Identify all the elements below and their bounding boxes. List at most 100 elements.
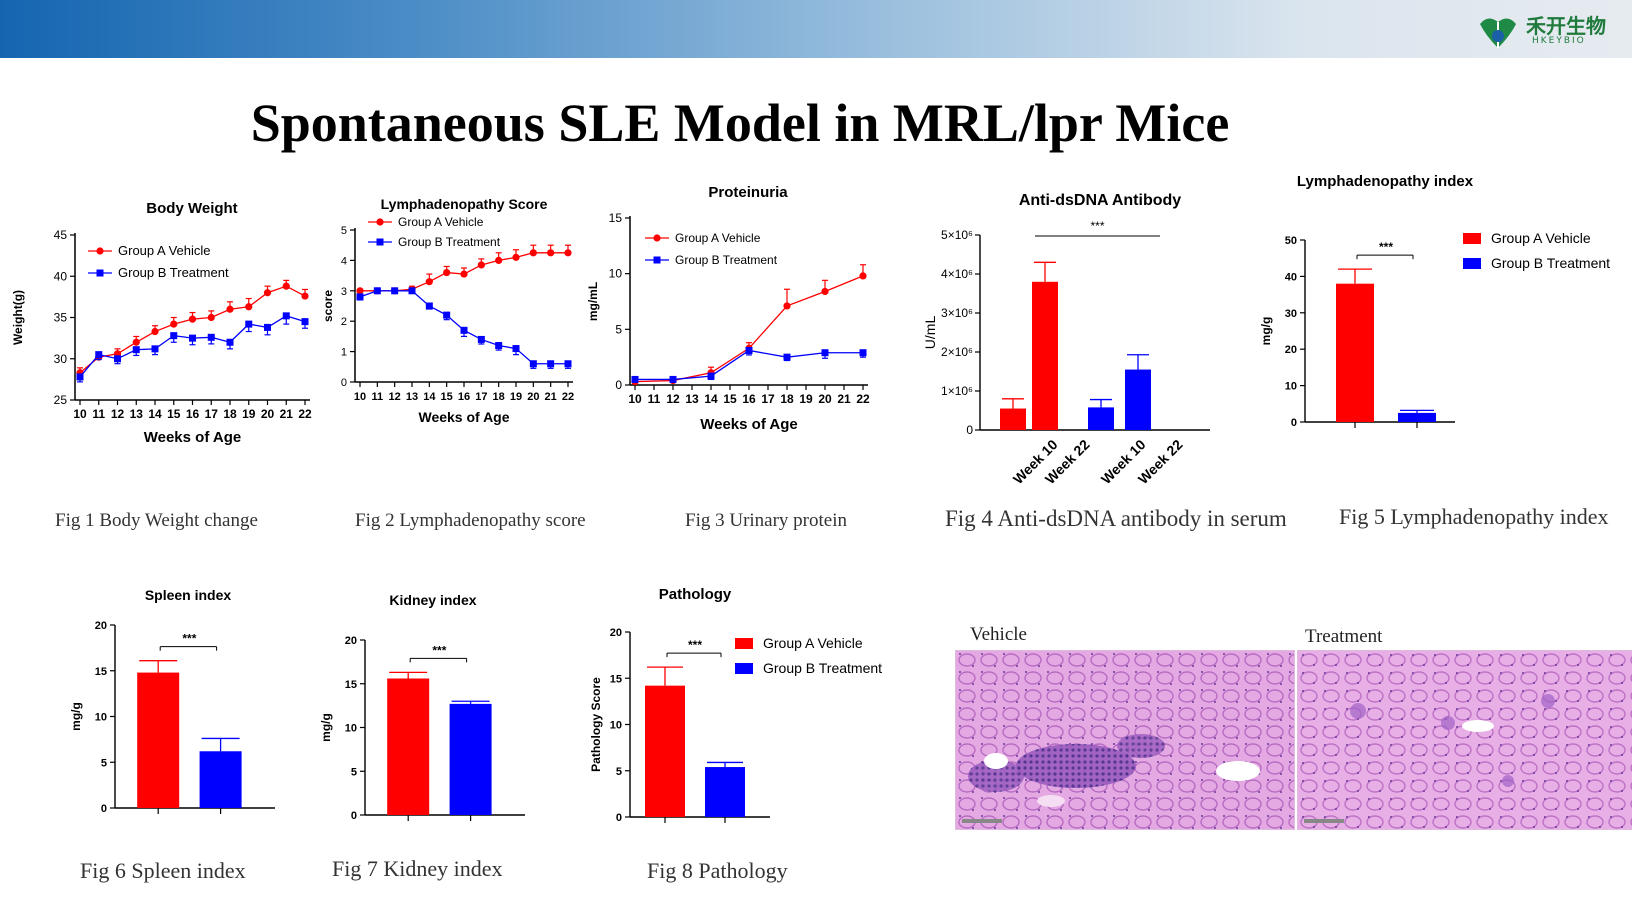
- fig3-xtick-label: 22: [856, 392, 870, 406]
- fig4-title: Anti-dsDNA Antibody: [1019, 192, 1181, 209]
- fig7-bar: [449, 703, 492, 815]
- histology-treatment-label: Treatment: [1305, 626, 1383, 647]
- fig3-point: [783, 353, 791, 361]
- fig3-point: [631, 375, 639, 383]
- fig2-point: [512, 345, 520, 353]
- fig1-point: [226, 338, 234, 346]
- fig2-ytick-label: 0: [341, 377, 347, 389]
- fig2-xlabel: Weeks of Age: [418, 409, 509, 425]
- fig1-point: [245, 320, 253, 328]
- fig6-bar: [137, 672, 180, 808]
- fig3-point: [859, 349, 867, 357]
- fig3-xtick-label: 13: [685, 392, 699, 406]
- caption-fig4: Fig 4 Anti-dsDNA antibody in serum: [945, 506, 1287, 531]
- fig2-point: [373, 287, 381, 295]
- fig1-xtick-label: 17: [205, 407, 219, 421]
- fig2-legend-label: Group A Vehicle: [398, 215, 484, 229]
- fig2-point: [460, 270, 468, 278]
- fig1-xtick-label: 12: [111, 407, 125, 421]
- fig4-bar: [1000, 408, 1026, 430]
- fig3-legend-label: Group B Treatment: [675, 253, 778, 267]
- fig1-point: [226, 305, 234, 313]
- fig4-bar: [1088, 407, 1114, 430]
- fig2-xtick-label: 18: [493, 391, 505, 403]
- fig1-ylabel: Weight(g): [11, 290, 25, 345]
- caption-fig1: Fig 1 Body Weight change: [55, 510, 258, 531]
- fig8-ytick-label: 20: [610, 627, 622, 639]
- fig3-title: Proteinuria: [708, 184, 788, 201]
- fig5-legend-marker: [1463, 258, 1481, 269]
- fig2-ytick-label: 3: [341, 286, 347, 298]
- fig1-ytick-label: 25: [54, 393, 68, 407]
- fig8-bar: [645, 685, 685, 817]
- fig7-significance-label: ***: [432, 643, 446, 657]
- fig3-ytick-label: 0: [615, 378, 622, 392]
- fig5-legend-label: Group A Vehicle: [1491, 230, 1591, 246]
- fig1-series-line: [79, 315, 306, 378]
- fig1-xlabel: Weeks of Age: [144, 429, 242, 446]
- fig1-point: [132, 338, 140, 346]
- fig3-xtick-label: 19: [799, 392, 813, 406]
- fig2-point: [477, 335, 485, 343]
- caption-fig5: Fig 5 Lymphadenopathy index: [1339, 504, 1609, 529]
- hkeybio-logo-icon: [1480, 18, 1516, 48]
- chart-fig3: Proteinuria 0 5 10 15 10 11 12 13 14 15 16 17 18 19 20 2…: [586, 184, 910, 450]
- fig3-ytick-label: 10: [609, 267, 623, 281]
- fig1-point: [95, 351, 103, 359]
- fig1-point: [263, 289, 272, 297]
- fig1-point: [151, 345, 159, 353]
- fig7-title: Kidney index: [389, 592, 476, 608]
- fig8-bar: [705, 767, 745, 817]
- fig3-xtick-label: 21: [837, 392, 851, 406]
- fig5-ytick-label: 40: [1285, 271, 1297, 283]
- fig2-xtick-label: 16: [458, 391, 470, 403]
- fig5-ytick-label: 10: [1285, 381, 1297, 393]
- fig1-xtick-label: 19: [242, 407, 256, 421]
- fig2-title: Lymphadenopathy Score: [381, 196, 548, 212]
- fig1-legend-marker: [96, 269, 104, 277]
- fig7-ytick-label: 0: [351, 810, 357, 822]
- fig3-ylabel: mg/mL: [586, 282, 600, 321]
- chart-fig2: Lymphadenopathy Score 0 1 2 3 4 5 10 11 12 13 14 15 1…: [320, 195, 610, 440]
- fig7-bar: [387, 678, 430, 815]
- histology-treatment-image: [1297, 650, 1632, 830]
- fig8-ytick-label: 15: [610, 673, 622, 685]
- fig4-ytick-label: 2×10⁶: [941, 345, 973, 359]
- fig2-ytick-label: 2: [341, 316, 347, 328]
- fig2-point: [408, 287, 416, 295]
- fig6-ytick-label: 15: [95, 666, 107, 678]
- caption-fig7: Fig 7 Kidney index: [332, 856, 503, 881]
- chart-fig8: Pathology 0 5 10 15 20 Pathology Score *** Group…: [589, 585, 930, 835]
- fig8-legend-marker: [735, 638, 753, 649]
- fig3-legend-marker: [653, 256, 661, 264]
- fig7-ytick-label: 10: [345, 723, 357, 735]
- fig3-ytick-label: 15: [609, 211, 623, 225]
- fig1-xtick-label: 15: [167, 407, 181, 421]
- fig2-xtick-label: 14: [423, 391, 436, 403]
- fig4-ytick-label: 0: [966, 423, 973, 437]
- fig1-point: [207, 333, 215, 341]
- fig4-ylabel: U/mL: [922, 316, 938, 350]
- fig1-point: [132, 346, 140, 354]
- fig1-point: [207, 313, 215, 322]
- fig3-legend-label: Group A Vehicle: [675, 231, 761, 245]
- fig8-ytick-label: 5: [616, 766, 622, 778]
- fig5-title: Lymphadenopathy index: [1297, 173, 1474, 190]
- fig3-xtick-label: 17: [761, 392, 775, 406]
- fig1-xtick-label: 14: [148, 407, 162, 421]
- fig1-xtick-label: 16: [186, 407, 200, 421]
- fig1-point: [245, 303, 253, 311]
- fig1-point: [170, 332, 178, 340]
- caption-fig2: Fig 2 Lymphadenopathy score: [355, 510, 586, 531]
- fig2-point: [356, 293, 364, 301]
- fig3-point: [859, 272, 867, 280]
- fig6-ytick-label: 10: [95, 712, 107, 724]
- fig4-bar: [1032, 281, 1058, 430]
- fig1-legend-label: Group B Treatment: [118, 265, 229, 280]
- fig2-point: [425, 302, 433, 310]
- fig4-significance-label: ***: [1090, 219, 1104, 233]
- fig7-ytick-label: 15: [345, 679, 357, 691]
- fig2-point: [356, 287, 364, 295]
- fig2-ytick-label: 4: [341, 255, 347, 267]
- fig3-point: [783, 302, 791, 310]
